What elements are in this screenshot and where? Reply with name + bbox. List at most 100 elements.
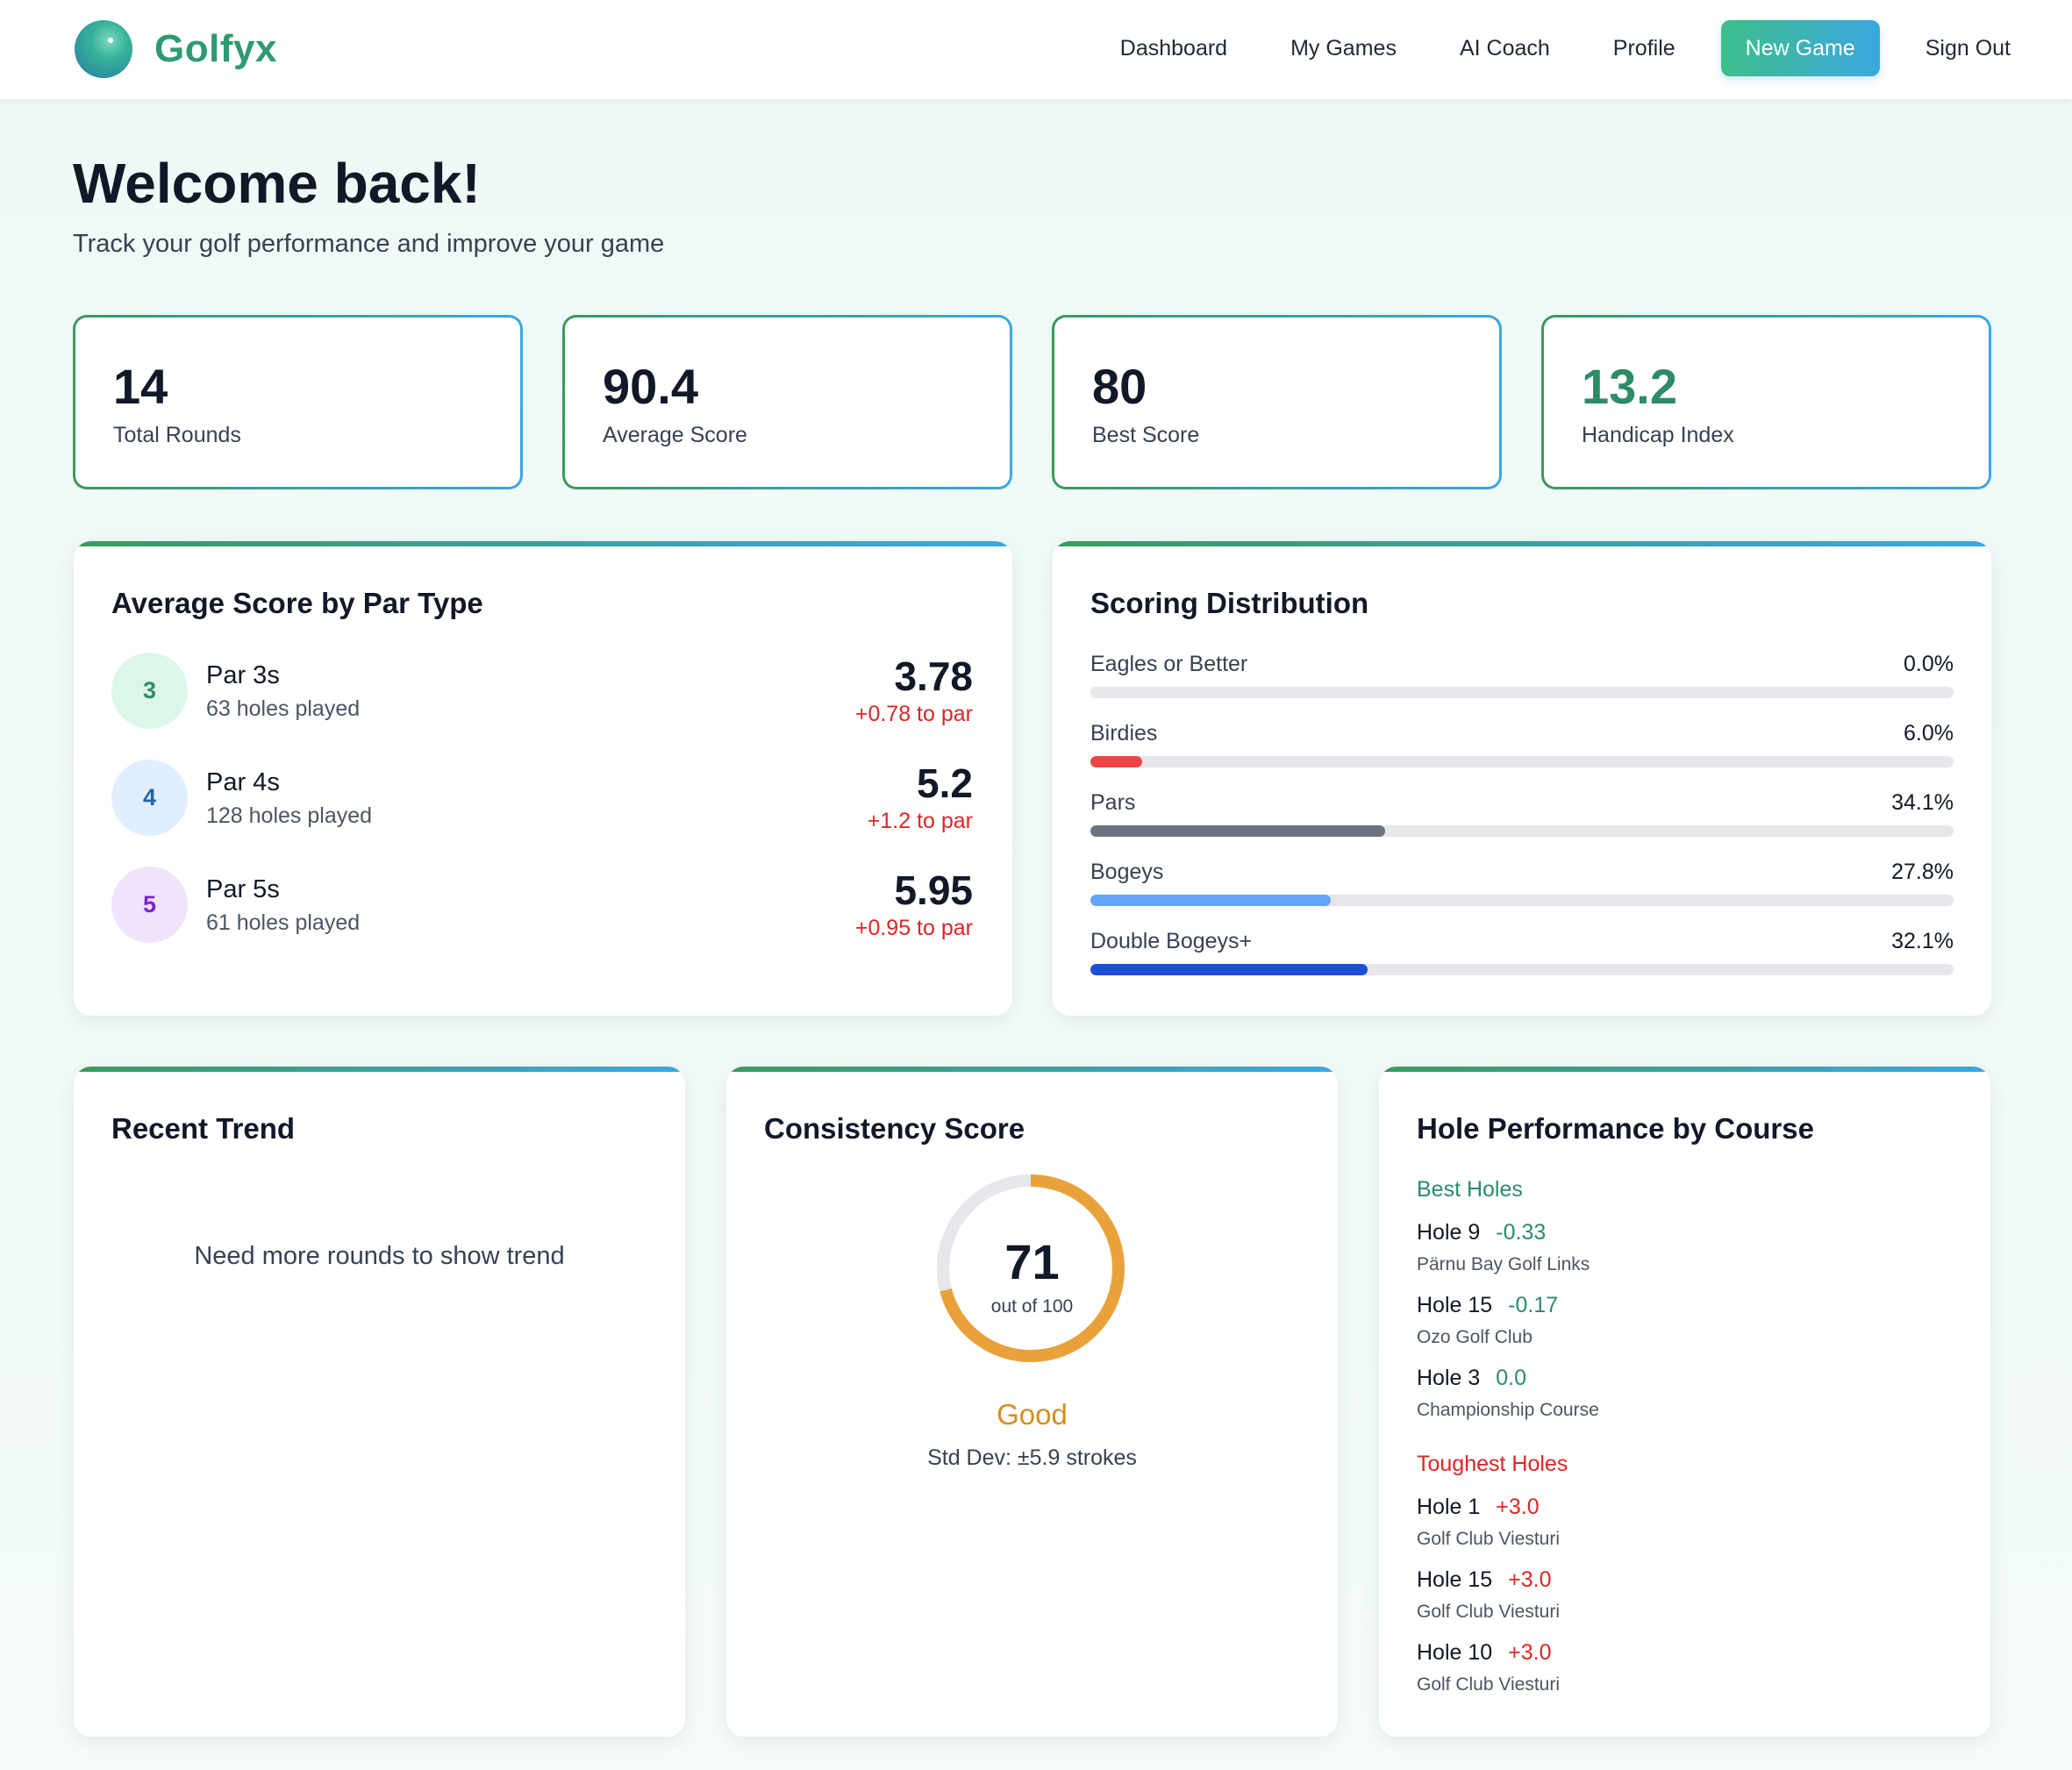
distribution-percent: 0.0% bbox=[1904, 652, 1954, 676]
hole-name: Hole 1 bbox=[1417, 1495, 1481, 1519]
distribution-label: Bogeys bbox=[1090, 860, 1164, 884]
distribution-bar-track bbox=[1090, 687, 1954, 698]
hole-course: Golf Club Viesturi bbox=[1417, 1529, 1561, 1549]
distribution-bar-track bbox=[1090, 756, 1954, 767]
distribution-bar-fill bbox=[1090, 756, 1143, 767]
consistency-std-dev: Std Dev: ±5.9 strokes bbox=[927, 1445, 1137, 1470]
panel-title: Hole Performance by Course bbox=[1417, 1112, 1814, 1145]
brand-logo[interactable]: Golfyx bbox=[75, 20, 277, 78]
par-row-4: 4 Par 4s 128 holes played 5.2 +1.2 to pa… bbox=[111, 760, 973, 839]
par-badge: 3 bbox=[111, 653, 188, 729]
hole-course: Championship Course bbox=[1417, 1400, 1599, 1420]
hole-name: Hole 3 bbox=[1417, 1366, 1481, 1390]
par-name: Par 5s bbox=[206, 875, 280, 903]
panel-title: Average Score by Par Type bbox=[111, 587, 483, 619]
par-average: 5.2 bbox=[917, 760, 973, 806]
nav-profile[interactable]: Profile bbox=[1612, 35, 1675, 61]
sign-out-button[interactable]: Sign Out bbox=[1925, 35, 2011, 61]
consistency-score-value: 71 bbox=[1004, 1234, 1060, 1289]
new-game-button[interactable]: New Game bbox=[1720, 20, 1880, 76]
distribution-bar-fill bbox=[1090, 964, 1368, 975]
recent-trend-panel: Recent Trend Need more rounds to show tr… bbox=[74, 1067, 685, 1737]
panel-title: Recent Trend bbox=[111, 1112, 296, 1145]
par-name: Par 3s bbox=[206, 661, 280, 689]
stat-card-best-score: 80 Best Score bbox=[1052, 315, 1502, 489]
tough-hole-item: Hole 1 +3.0 Golf Club Viesturi bbox=[1417, 1495, 1560, 1550]
distribution-bar-fill bbox=[1090, 895, 1331, 906]
par-row-3: 3 Par 3s 63 holes played 3.78 +0.78 to p… bbox=[111, 653, 973, 732]
nav-my-games[interactable]: My Games bbox=[1290, 35, 1397, 61]
hole-delta: 0.0 bbox=[1496, 1366, 1527, 1390]
hole-delta: +3.0 bbox=[1508, 1567, 1552, 1592]
distribution-label: Double Bogeys+ bbox=[1090, 929, 1253, 953]
par-diff: +0.95 to par bbox=[854, 916, 973, 940]
distribution-bar-track bbox=[1090, 964, 1954, 975]
distribution-label: Eagles or Better bbox=[1090, 652, 1248, 676]
hole-name: Hole 15 bbox=[1417, 1293, 1493, 1317]
par-badge: 5 bbox=[111, 867, 188, 943]
hole-performance-panel: Hole Performance by Course Best Holes Ho… bbox=[1379, 1067, 1990, 1737]
hole-course: Golf Club Viesturi bbox=[1417, 1602, 1561, 1622]
stat-value: 90.4 bbox=[603, 359, 698, 414]
stat-label: Handicap Index bbox=[1582, 423, 1734, 447]
stat-value: 80 bbox=[1092, 359, 1147, 414]
hole-delta: -0.17 bbox=[1508, 1293, 1559, 1317]
hole-course: Golf Club Viesturi bbox=[1417, 1674, 1561, 1695]
stat-label: Best Score bbox=[1092, 423, 1200, 447]
best-hole-item: Hole 3 0.0 Championship Course bbox=[1417, 1366, 1599, 1421]
distribution-percent: 6.0% bbox=[1904, 721, 1954, 746]
best-hole-item: Hole 9 -0.33 Pärnu Bay Golf Links bbox=[1417, 1220, 1590, 1275]
par-holes: 128 holes played bbox=[206, 803, 373, 828]
distribution-row: Pars 34.1% bbox=[1090, 790, 1954, 843]
hole-delta: +3.0 bbox=[1508, 1640, 1552, 1665]
hole-course: Pärnu Bay Golf Links bbox=[1417, 1254, 1590, 1274]
golf-ball-icon bbox=[75, 20, 132, 78]
consistency-rating: Good bbox=[997, 1398, 1068, 1431]
hole-delta: -0.33 bbox=[1496, 1220, 1547, 1245]
toughest-holes-heading: Toughest Holes bbox=[1417, 1452, 1568, 1476]
distribution-percent: 27.8% bbox=[1891, 860, 1954, 884]
hole-name: Hole 15 bbox=[1417, 1567, 1493, 1592]
distribution-label: Pars bbox=[1090, 790, 1136, 815]
scoring-distribution-panel: Scoring Distribution Eagles or Better 0.0… bbox=[1053, 541, 1991, 1016]
par-holes: 61 holes played bbox=[206, 910, 361, 935]
par-average: 5.95 bbox=[894, 867, 973, 913]
par-name: Par 4s bbox=[206, 768, 280, 796]
distribution-percent: 32.1% bbox=[1891, 929, 1954, 953]
nav-ai-coach[interactable]: AI Coach bbox=[1459, 35, 1550, 61]
brand-name: Golfyx bbox=[154, 27, 277, 70]
stat-card-total-rounds: 14 Total Rounds bbox=[73, 315, 523, 489]
page-title: Welcome back! bbox=[73, 152, 481, 215]
hole-name: Hole 10 bbox=[1417, 1640, 1493, 1665]
nav-dashboard[interactable]: Dashboard bbox=[1119, 35, 1228, 61]
tough-hole-item: Hole 10 +3.0 Golf Club Viesturi bbox=[1417, 1640, 1560, 1695]
par-diff: +1.2 to par bbox=[867, 809, 973, 833]
distribution-bar-track bbox=[1090, 825, 1954, 837]
stat-value: 13.2 bbox=[1582, 359, 1677, 414]
hole-course: Ozo Golf Club bbox=[1417, 1327, 1533, 1347]
hole-name: Hole 9 bbox=[1417, 1220, 1481, 1245]
distribution-row: Eagles or Better 0.0% bbox=[1090, 652, 1954, 704]
consistency-out-of: out of 100 bbox=[990, 1296, 1074, 1317]
distribution-row: Double Bogeys+ 32.1% bbox=[1090, 929, 1954, 981]
par-average: 3.78 bbox=[894, 653, 973, 699]
best-holes-heading: Best Holes bbox=[1417, 1177, 1523, 1202]
distribution-row: Birdies 6.0% bbox=[1090, 721, 1954, 774]
par-type-panel: Average Score by Par Type 3 Par 3s 63 ho… bbox=[74, 541, 1012, 1016]
main-nav: Dashboard My Games AI Coach Profile New … bbox=[1120, 20, 2011, 76]
hole-delta: +3.0 bbox=[1496, 1495, 1540, 1519]
panel-title: Consistency Score bbox=[764, 1112, 1025, 1145]
stat-value: 14 bbox=[113, 359, 168, 414]
best-hole-item: Hole 15 -0.17 Ozo Golf Club bbox=[1417, 1293, 1558, 1348]
distribution-bar-fill bbox=[1090, 825, 1385, 837]
par-diff: +0.78 to par bbox=[854, 702, 973, 726]
par-row-5: 5 Par 5s 61 holes played 5.95 +0.95 to p… bbox=[111, 867, 973, 946]
distribution-row: Bogeys 27.8% bbox=[1090, 860, 1954, 912]
par-badge: 4 bbox=[111, 760, 188, 836]
panel-title: Scoring Distribution bbox=[1090, 587, 1369, 619]
gauge-arc bbox=[937, 1174, 1125, 1362]
stat-card-handicap-index: 13.2 Handicap Index bbox=[1541, 315, 1991, 489]
page-subtitle: Track your golf performance and improve … bbox=[73, 230, 665, 258]
par-holes: 63 holes played bbox=[206, 696, 361, 721]
distribution-label: Birdies bbox=[1090, 721, 1158, 746]
